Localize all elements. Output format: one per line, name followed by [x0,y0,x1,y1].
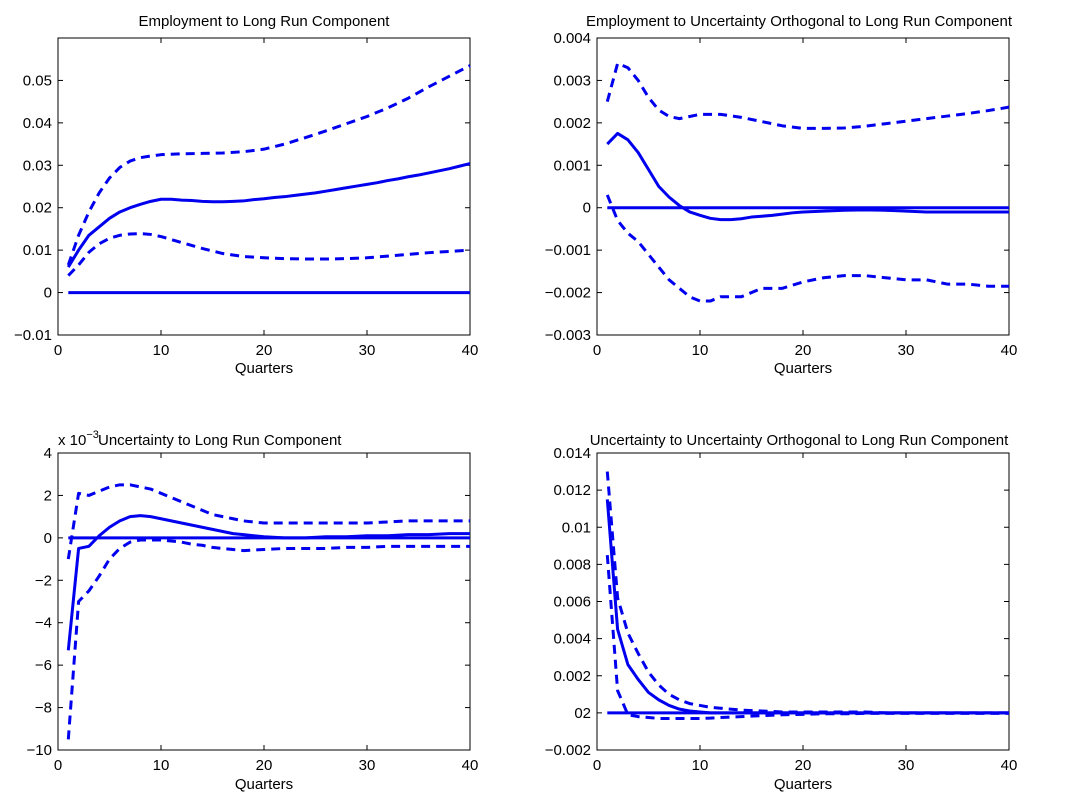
chart-title: Uncertainty to Long Run Component [98,432,342,449]
confidence-band-line [66,64,471,266]
y-tick-label: 0.004 [553,30,591,47]
x-tick-label: 0 [54,342,62,359]
y-tick-label: −0.002 [545,285,591,302]
series-lines [605,61,1010,303]
y-tick-label: −0.003 [545,327,591,344]
axis-ticks: 0 10 20 30 40 −10 −8 −6 −4 −2 0 2 4 [27,445,479,774]
y-tick-label: −0.001 [545,242,591,259]
x-tick-label: 30 [359,342,376,359]
x-tick-label: 40 [1001,757,1018,774]
series-lines [605,471,1009,720]
x-tick-label: 10 [153,757,170,774]
x-tick-label: 10 [692,757,709,774]
x-axis-label: Quarters [235,776,293,793]
y-tick-label: 0.002 [553,115,591,132]
chart-title: Uncertainty to Uncertainty Orthogonal to… [590,432,1009,449]
plot-area [57,452,471,751]
y-tick-label: 0.006 [553,594,591,611]
x-tick-label: 20 [795,342,812,359]
x-tick-label: 20 [256,342,273,359]
y-tick-label: 0.05 [23,72,52,89]
confidence-band-line [605,61,1010,130]
y-tick-label: 0.004 [553,631,591,648]
y-tick-label: 0.014 [553,445,591,462]
impulse-response-line [605,499,1009,715]
y-exponent-label: x 10−3 [58,429,99,449]
impulse-response-line [606,131,1009,222]
x-tick-label: 30 [898,757,915,774]
series-lines [66,483,470,740]
panel-uncertainty-to-uncertainty-orthogonal: Uncertainty to Uncertainty Orthogonal to… [545,432,1018,793]
y-tick-label: 0.04 [23,115,52,132]
confidence-band-line [66,538,470,740]
impulse-response-line [66,514,470,651]
y-tick-label: −0.002 [545,742,591,759]
y-tick-label: 0.01 [23,242,52,259]
y-tick-label: 0.03 [23,157,52,174]
y-tick-label: 0.003 [553,72,591,89]
x-axis-label: Quarters [774,776,832,793]
y-tick-label: 0.002 [553,668,591,685]
x-tick-label: 20 [795,757,812,774]
y-tick-label: −2 [35,572,52,589]
x-tick-label: 40 [462,757,479,774]
confidence-band-line [605,554,1009,720]
impulse-response-line [67,162,471,268]
y-tick-label: −10 [27,742,52,759]
y-tick-label: 0.01 [562,519,591,536]
x-tick-label: 10 [692,342,709,359]
plot-area [57,37,471,336]
y-tick-label: 0.02 [23,200,52,217]
panel-uncertainty-to-long-run: Uncertainty to Long Run Component x 10−3… [27,429,479,793]
y-tick-label: 0 [44,530,52,547]
series-lines [66,64,471,295]
x-tick-label: 30 [898,342,915,359]
panel-employment-to-long-run: Employment to Long Run Component 0 10 20 30… [14,13,478,377]
y-tick-label: 0 [44,285,52,302]
x-tick-label: 0 [54,757,62,774]
axis-ticks: 0 10 20 30 40 −0.003 −0.002 −0.001 0 0.001 0.002 0.… [545,30,1018,359]
x-tick-label: 30 [359,757,376,774]
x-tick-label: 0 [593,342,601,359]
x-tick-label: 20 [256,757,273,774]
confidence-band-line [67,232,471,277]
confidence-band-line [605,471,1009,715]
x-tick-label: 10 [153,342,170,359]
plot-area [596,452,1010,751]
y-tick-label: 0.012 [553,482,591,499]
chart-title: Employment to Long Run Component [139,13,391,30]
y-tick-label: 0.001 [553,157,591,174]
x-tick-label: 40 [462,342,479,359]
x-tick-label: 0 [593,757,601,774]
confidence-band-line [605,194,1009,303]
y-exponent-power: −3 [86,429,99,441]
y-tick-label: −0.01 [14,327,52,344]
panel-employment-to-uncertainty-orthogonal: Employment to Uncertainty Orthogonal to … [545,13,1018,377]
y-tick-label: 4 [44,445,52,462]
y-tick-label: −6 [35,657,52,674]
x-axis-label: Quarters [235,360,293,377]
x-tick-label: 40 [1001,342,1018,359]
x-axis-label: Quarters [774,360,832,377]
confidence-band-line [66,483,470,560]
y-exponent-base: x 10 [58,432,86,449]
axis-ticks: 0 10 20 30 40 −0.002 02 0.002 0.004 0.006 0.008 0.0… [545,445,1018,774]
chart-title: Employment to Uncertainty Orthogonal to … [586,13,1013,30]
y-tick-label: 0.008 [553,556,591,573]
y-tick-label: 02 [574,705,591,722]
y-tick-label: 2 [44,487,52,504]
y-tick-label: 0 [583,200,591,217]
y-tick-label: −8 [35,700,52,717]
y-tick-label: −4 [35,615,52,632]
